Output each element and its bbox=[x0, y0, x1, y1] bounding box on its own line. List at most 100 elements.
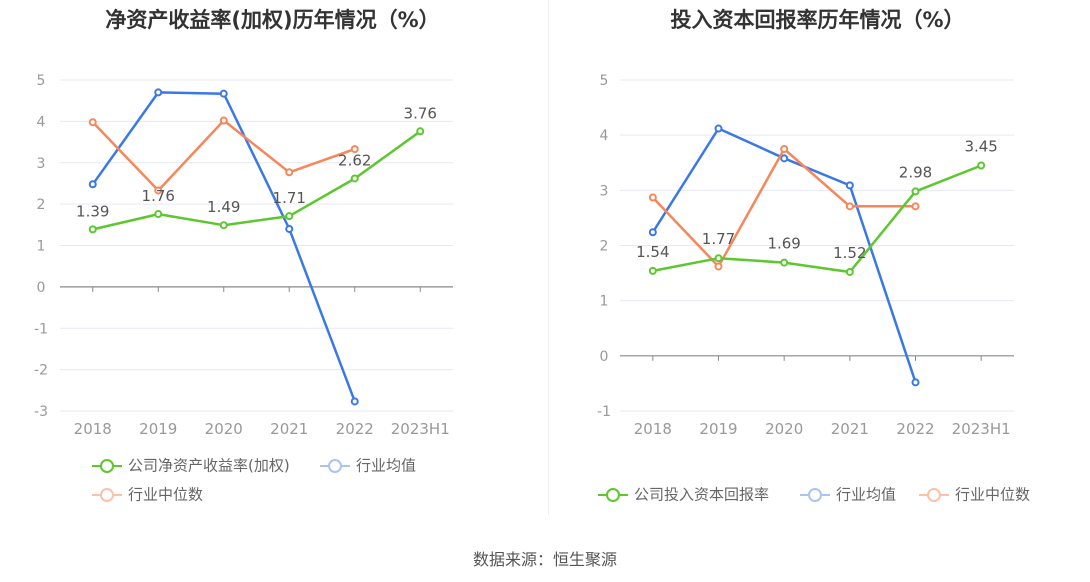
legend-label: 行业中位数 bbox=[128, 485, 204, 504]
data-point bbox=[780, 144, 789, 153]
y-tick-label: 0 bbox=[37, 280, 46, 296]
data-point bbox=[845, 267, 854, 276]
x-tick-label: 2020 bbox=[765, 420, 803, 438]
chart-title: 净资产收益率(加权)历年情况（%） bbox=[105, 8, 440, 32]
data-point bbox=[714, 124, 723, 133]
x-tick-label: 2018 bbox=[634, 420, 672, 438]
series-line bbox=[92, 130, 422, 231]
y-tick-label: -1 bbox=[597, 404, 611, 420]
data-label: 1.39 bbox=[76, 202, 109, 220]
data-point bbox=[780, 258, 789, 267]
data-label: 1.49 bbox=[207, 198, 240, 216]
y-tick-label: 5 bbox=[37, 73, 46, 89]
data-point bbox=[154, 88, 163, 97]
data-point bbox=[911, 202, 920, 211]
legend-swatch-icon bbox=[800, 487, 830, 502]
data-point bbox=[780, 154, 789, 163]
series-line bbox=[91, 91, 356, 402]
data-label: 1.69 bbox=[767, 235, 800, 253]
data-label: 1.76 bbox=[142, 187, 175, 205]
legend-swatch-icon bbox=[598, 487, 628, 502]
x-tick-label: 2023H1 bbox=[391, 420, 450, 438]
series-line bbox=[652, 164, 982, 274]
panel-divider bbox=[548, 0, 549, 515]
series-line bbox=[651, 127, 917, 383]
legend-label: 行业中位数 bbox=[955, 485, 1031, 504]
y-tick-label: -1 bbox=[34, 321, 48, 337]
y-tick-label: -2 bbox=[34, 363, 48, 379]
data-point bbox=[648, 266, 657, 275]
x-tick-label: 2023H1 bbox=[952, 420, 1011, 438]
data-point bbox=[648, 228, 657, 237]
legend-item-industry-median[interactable]: 行业中位数 bbox=[92, 484, 203, 504]
data-point bbox=[285, 212, 294, 221]
x-tick-label: 2019 bbox=[139, 420, 177, 438]
data-point bbox=[911, 187, 920, 196]
y-tick-label: 1 bbox=[600, 294, 609, 310]
legend-item-company[interactable]: 公司净资产收益率(加权) bbox=[92, 455, 290, 475]
data-label: 3.45 bbox=[964, 138, 997, 156]
data-point bbox=[350, 174, 359, 183]
y-tick-label: 3 bbox=[37, 156, 46, 172]
legend-item-industry-mean[interactable]: 行业均值 bbox=[800, 484, 896, 504]
legend-swatch-icon bbox=[92, 487, 122, 502]
legend-item-company[interactable]: 公司投入资本回报率 bbox=[598, 484, 769, 504]
chart-title: 投入资本回报率历年情况（%） bbox=[670, 8, 965, 32]
data-point bbox=[88, 225, 97, 234]
data-point bbox=[845, 202, 854, 211]
y-tick-label: 1 bbox=[37, 239, 46, 255]
data-point bbox=[714, 262, 723, 271]
legend-swatch-icon bbox=[320, 458, 350, 473]
roic-line-chart: 5 4 3 2 1 0 -1 2018 2019 2020 2021 2022 2023H1 1.54 1.… bbox=[597, 73, 1014, 438]
y-tick-label: -3 bbox=[34, 404, 48, 420]
legend-item-industry-median[interactable]: 行业中位数 bbox=[919, 484, 1030, 504]
data-point bbox=[845, 181, 854, 190]
data-point bbox=[285, 168, 294, 177]
legend-label: 行业均值 bbox=[356, 456, 417, 475]
data-label: 1.52 bbox=[833, 244, 866, 262]
y-tick-label: 5 bbox=[600, 73, 609, 89]
legend-swatch-icon bbox=[919, 487, 949, 502]
data-point bbox=[977, 161, 986, 170]
legend-label: 行业均值 bbox=[836, 485, 897, 504]
data-point bbox=[350, 397, 359, 406]
data-point bbox=[416, 127, 425, 136]
x-tick-label: 2019 bbox=[699, 420, 737, 438]
x-tick-label: 2022 bbox=[896, 420, 934, 438]
legend-label: 公司净资产收益率(加权) bbox=[128, 456, 290, 475]
data-point bbox=[911, 378, 920, 387]
roe-line-chart: 5 4 3 2 1 0 -1 -2 -3 2018 2019 2020 2021 2022 2023H1 1.… bbox=[34, 73, 453, 438]
y-tick-label: 2 bbox=[37, 197, 46, 213]
roe-chart-panel: 净资产收益率(加权)历年情况（%） 5 4 3 2 1 0 -1 -2 -3 2018 2019 20… bbox=[0, 0, 545, 520]
x-tick-label: 2018 bbox=[74, 420, 112, 438]
data-point bbox=[350, 145, 359, 154]
y-tick-label: 3 bbox=[600, 183, 609, 199]
data-point bbox=[285, 224, 294, 233]
data-point bbox=[219, 221, 228, 230]
y-tick-label: 0 bbox=[600, 349, 609, 365]
roic-chart-panel: 投入资本回报率历年情况（%） 5 4 3 2 1 0 -1 2018 2019 2020 2021 2… bbox=[545, 0, 1090, 520]
data-point bbox=[648, 193, 657, 202]
data-point bbox=[219, 116, 228, 125]
x-tick-label: 2022 bbox=[336, 420, 374, 438]
data-label: 2.98 bbox=[899, 163, 932, 181]
source-note: 数据来源：恒生聚源 bbox=[472, 550, 617, 569]
data-point bbox=[219, 89, 228, 98]
data-label: 1.54 bbox=[636, 243, 669, 261]
data-point bbox=[88, 180, 97, 189]
data-point bbox=[154, 210, 163, 219]
data-label: 1.71 bbox=[273, 189, 306, 207]
data-label: 1.77 bbox=[702, 230, 735, 248]
data-point bbox=[714, 254, 723, 263]
data-point bbox=[88, 118, 97, 127]
legend-swatch-icon bbox=[92, 458, 122, 473]
legend-label: 公司投入资本回报率 bbox=[634, 485, 770, 504]
y-tick-label: 4 bbox=[600, 128, 609, 144]
data-label: 2.62 bbox=[338, 151, 371, 169]
legend-item-industry-mean[interactable]: 行业均值 bbox=[320, 455, 416, 475]
y-tick-label: 2 bbox=[600, 239, 609, 255]
x-tick-label: 2021 bbox=[270, 420, 308, 438]
x-tick-label: 2020 bbox=[205, 420, 243, 438]
x-tick-label: 2021 bbox=[831, 420, 869, 438]
y-tick-label: 4 bbox=[37, 114, 46, 130]
